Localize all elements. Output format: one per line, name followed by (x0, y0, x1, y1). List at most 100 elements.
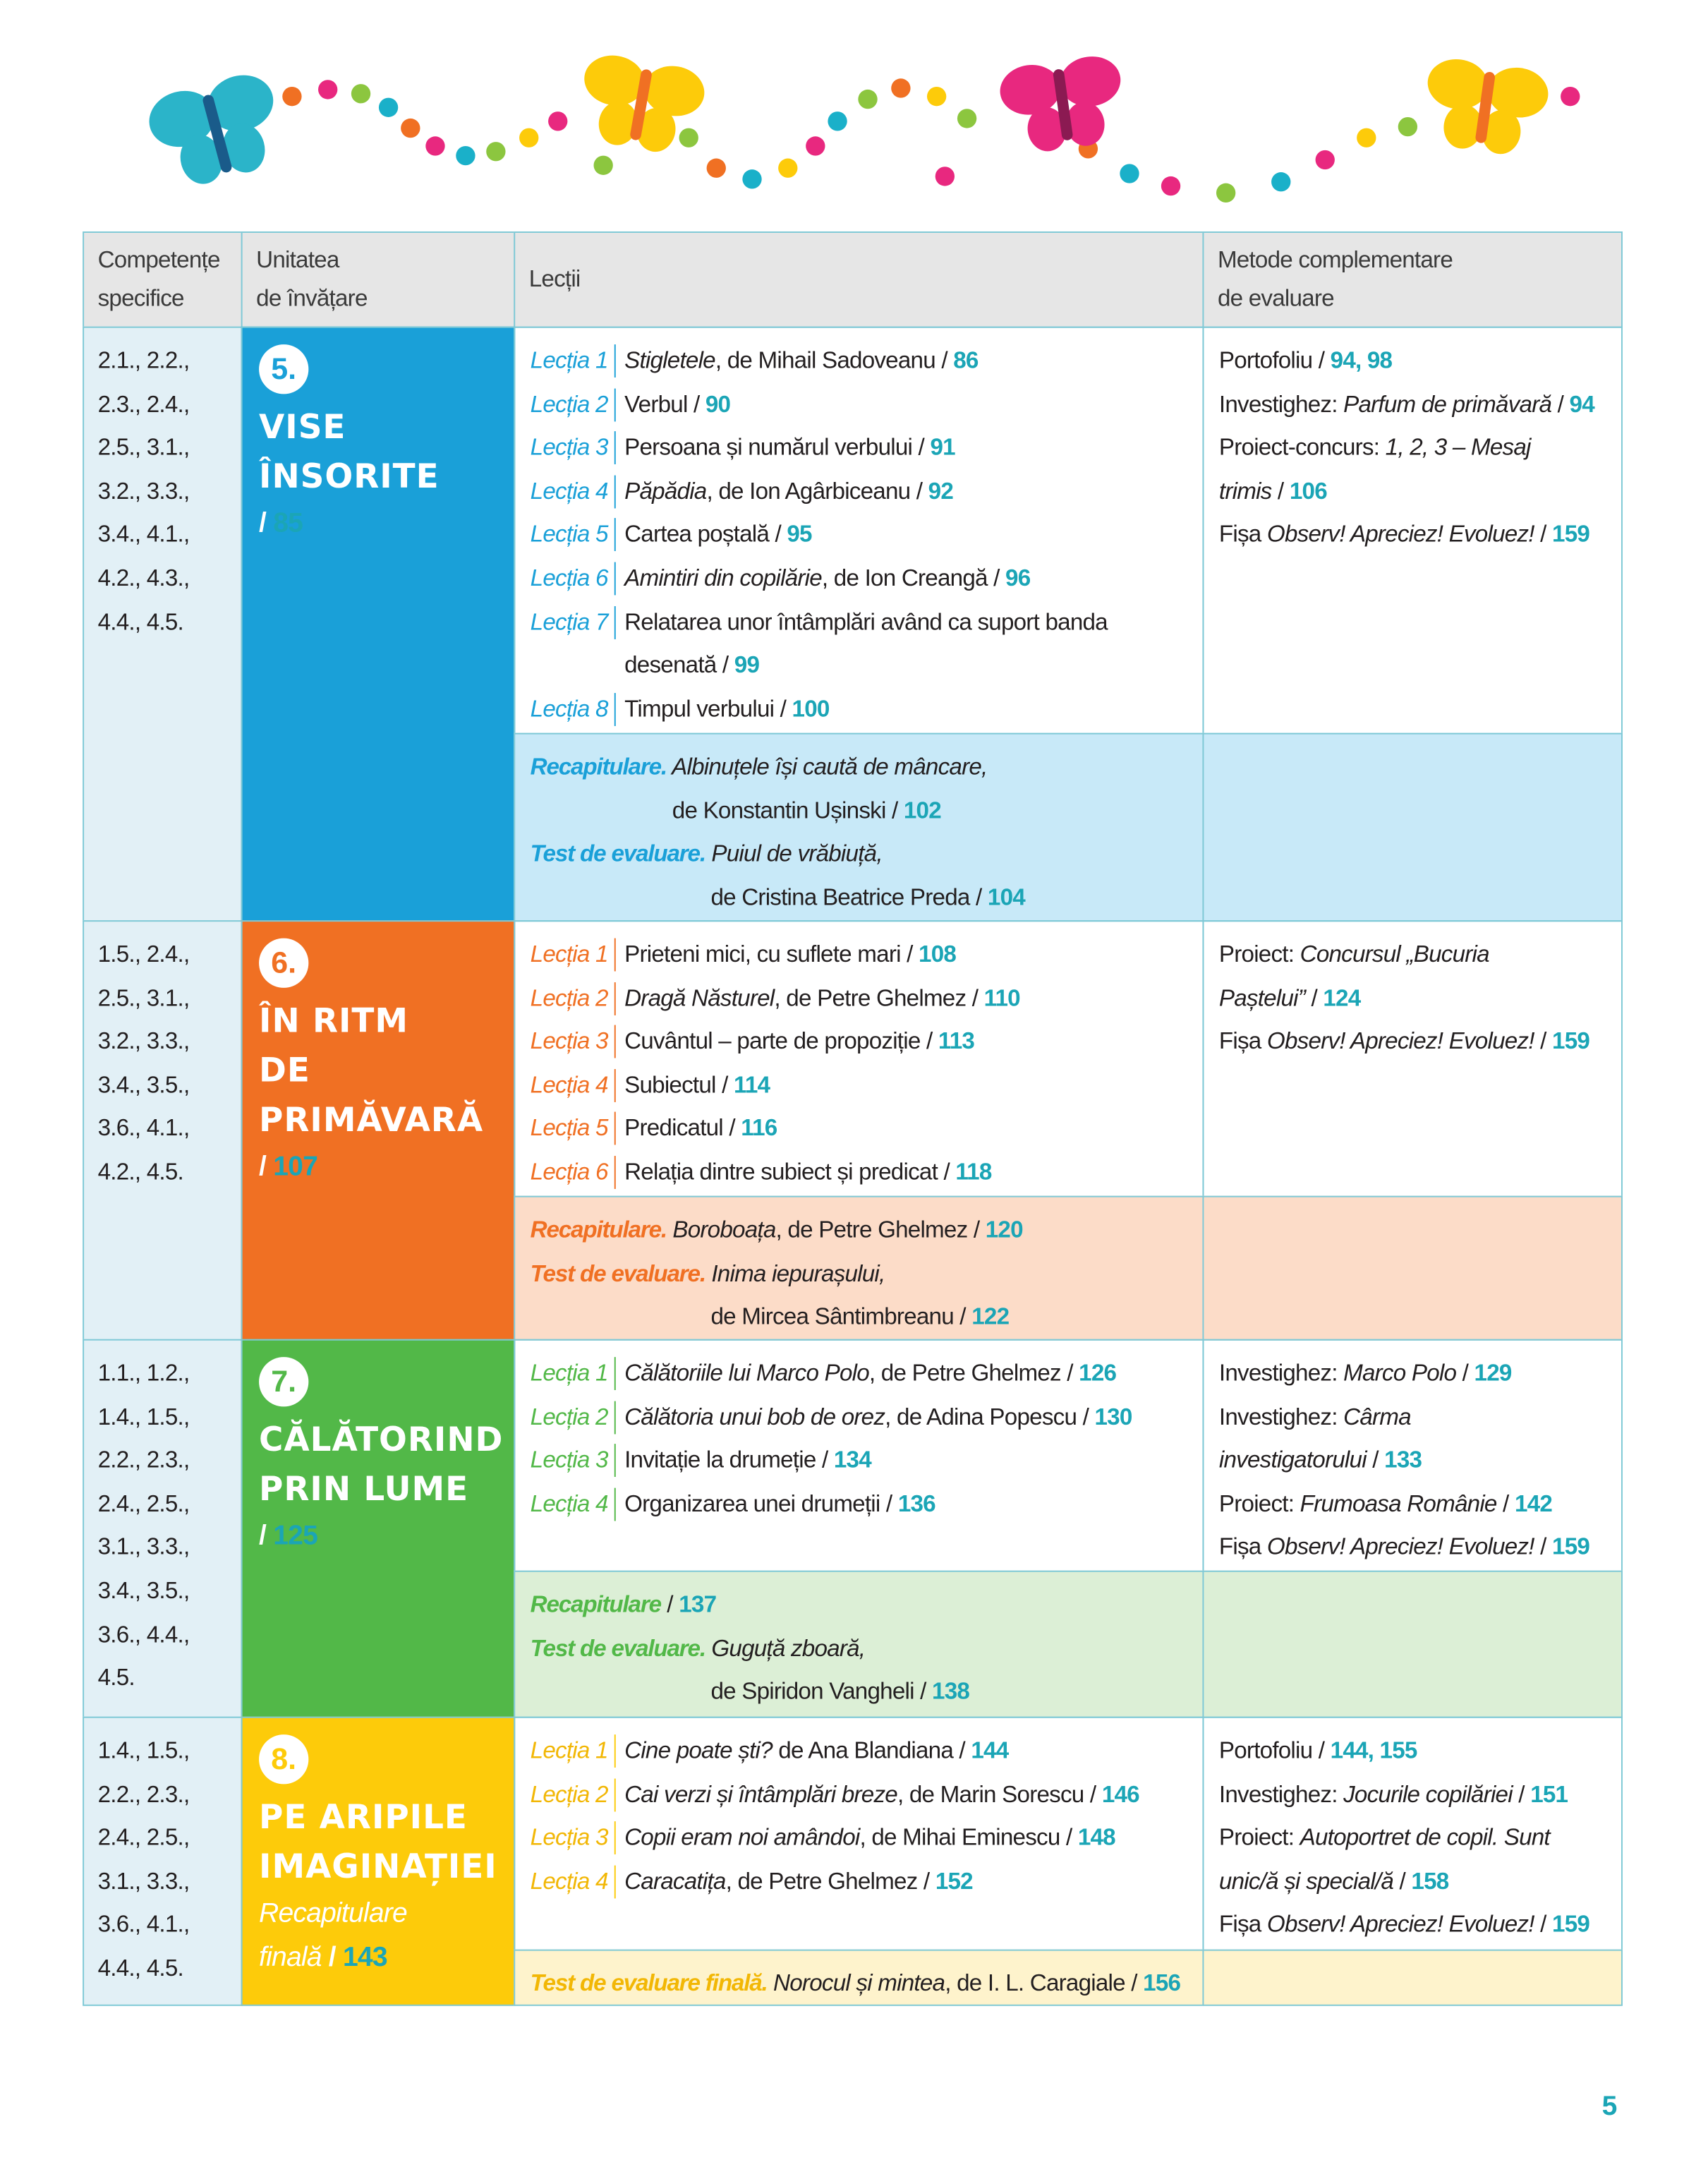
lesson-body: Relatarea unor întâmplări având ca supor… (624, 600, 1108, 687)
lesson: Lecția 4 Subiectul / 114 (531, 1063, 1187, 1107)
recap-line: de Konstantin Ușinski / 102 (531, 789, 1187, 833)
text-run-text: de Mircea Sântimbreanu / (710, 1303, 972, 1330)
text-run-page: 90 (705, 390, 731, 417)
lesson-line: Relatarea unor întâmplări având ca supor… (624, 600, 1108, 644)
text-run-page: 94 (1569, 390, 1595, 417)
method-line: Proiect: Frumoasa Românie / 142 (1219, 1482, 1606, 1526)
text-run-text: Verbul / (624, 390, 705, 417)
method-line: Proiect: Autoportret de copil. Sunt (1219, 1816, 1606, 1860)
text-run-italic: Boroboața (666, 1216, 776, 1243)
text-run-page: 99 (734, 651, 760, 678)
method-line: Investighez: Parfum de primăvară / 94 (1219, 382, 1606, 426)
text-run-italic: Puiul de vrăbiuță, (705, 840, 883, 867)
text-run-text: / (321, 1942, 343, 1973)
text-run-text: / (1456, 1360, 1474, 1387)
lesson-label: Lecția 3 (531, 1821, 617, 1855)
lesson-body: Călătoria unui bob de orez, de Adina Pop… (624, 1395, 1132, 1439)
recap-line: Test de evaluare. Inima iepurașului, (531, 1252, 1187, 1296)
unit-title: ÎNSORITE (259, 457, 440, 496)
unit-number: 5. (259, 344, 309, 394)
lessons-cell: Lecția 1 Prieteni mici, cu suflete mari /… (514, 920, 1204, 1197)
unit-ref: / 85 (259, 502, 497, 545)
lesson-body: Persoana și numărul verbului / 91 (624, 426, 955, 470)
text-run-page: 159 (1552, 1533, 1590, 1560)
method-line: Portofoliu / 144, 155 (1219, 1729, 1606, 1773)
text-run-text: de Konstantin Ușinski / (672, 797, 904, 823)
text-run-page: 107 (273, 1152, 318, 1183)
text-run-italic: Norocul și mintea (767, 1969, 945, 1997)
lesson-label: Lecția 4 (531, 1068, 617, 1102)
lesson-label: Lecția 3 (531, 1444, 617, 1478)
lesson-label: Lecția 6 (531, 562, 617, 596)
text-run-page: 159 (1552, 521, 1590, 548)
lesson-body: Cartea poștală / 95 (624, 513, 812, 557)
method-line: investigatorului / 133 (1219, 1439, 1606, 1483)
lesson-label: Lecția 1 (531, 938, 617, 972)
text-run-page: 133 (1384, 1447, 1422, 1473)
text-run-text: / (1366, 1447, 1385, 1473)
lesson-body: Prieteni mici, cu suflete mari / 108 (624, 933, 957, 977)
text-run-text: / (1496, 1490, 1515, 1517)
unit-ref-line: finală / 143 (259, 1936, 497, 1979)
method-line: Investighez: Marco Polo / 129 (1219, 1351, 1606, 1395)
text-run-text: , de I. L. Caragiale / (945, 1969, 1144, 1997)
unit-ref-line: / 107 (259, 1145, 497, 1188)
method-line: Proiect: Concursul „Bucuria (1219, 933, 1606, 977)
text-run-text: Proiect-concurs: (1218, 434, 1386, 461)
recap-cell: Recapitulare. Albinuțele își caută de mâ… (514, 732, 1204, 922)
text-run-italic: trimis (1218, 478, 1272, 505)
lesson: Lecția 3 Invitație la drumeție / 134 (531, 1439, 1187, 1483)
lesson-line: Verbul / 90 (624, 382, 731, 426)
text-run-text: / (259, 508, 274, 539)
text-run-text: Investighez: (1218, 1403, 1344, 1430)
header-text: Metode complementare (1217, 246, 1453, 273)
text-run-text: desenată / (624, 651, 734, 678)
lesson-line: Relația dintre subiect și predicat / 118 (624, 1150, 992, 1194)
text-run-italic: Observ! Apreciez! Evoluez! (1266, 1911, 1535, 1938)
lesson-line: desenată / 99 (624, 644, 1108, 687)
text-run-text: Portofoliu / (1218, 347, 1331, 374)
header-cell: Metode complementare de evaluare (1202, 231, 1623, 328)
lesson-body: Călătoriile lui Marco Polo, de Petre Ghe… (624, 1351, 1117, 1395)
text-run-italic: Observ! Apreciez! Evoluez! (1266, 521, 1535, 548)
text-run-text: / (259, 1152, 274, 1183)
competency-line: 4.2., 4.5. (97, 1158, 184, 1185)
lesson-body: Copii eram noi amândoi, de Mihai Eminesc… (624, 1816, 1116, 1860)
text-run-text: , de Adina Popescu / (885, 1403, 1095, 1430)
lesson: Lecția 7 Relatarea unor întâmplări având … (531, 600, 1187, 687)
text-run-page: 142 (1514, 1490, 1553, 1517)
lesson: Lecția 2 Cai verzi și întâmplări breze, d… (531, 1773, 1187, 1816)
competency-line: 2.5., 3.1., (97, 434, 190, 461)
text-run-text: Fișa (1218, 1911, 1267, 1938)
lesson-body: Cai verzi și întâmplări breze, de Marin … (624, 1773, 1140, 1816)
text-run-text: Portofoliu / (1218, 1737, 1331, 1764)
lesson-body: Organizarea unei drumeții / 136 (624, 1482, 936, 1526)
unit-ref: / 107 (259, 1145, 497, 1188)
methods-cell: Portofoliu / 94, 98 Investighez: Parfum d… (1202, 326, 1623, 735)
recap-cell: Test de evaluare finală. Norocul și mint… (514, 1949, 1204, 2006)
text-run-page: 110 (983, 984, 1021, 1011)
text-run-text: / (1534, 1533, 1553, 1560)
text-run-italic: Cai verzi și întâmplări breze (624, 1780, 898, 1807)
text-run-text: , de Mihail Sadoveanu / (715, 347, 954, 374)
lessons-cell: Lecția 1 Stigletele, de Mihail Sadoveanu … (514, 326, 1204, 735)
text-run-text: / (1534, 521, 1553, 548)
text-run-text: Fișa (1218, 1533, 1267, 1560)
lesson-body: Subiectul / 114 (624, 1063, 770, 1107)
lesson-body: Invitație la drumeție / 134 (624, 1439, 872, 1483)
text-run-text: de Ana Blandiana / (772, 1737, 971, 1764)
lesson-line: Cine poate ști? de Ana Blandiana / 144 (624, 1729, 1009, 1773)
lesson: Lecția 6 Amintiri din copilărie, de Ion C… (531, 557, 1187, 600)
text-run-page: 151 (1530, 1780, 1568, 1807)
lesson-line: Amintiri din copilărie, de Ion Creangă /… (624, 557, 1031, 600)
lesson-line: Călătoria unui bob de orez, de Adina Pop… (624, 1395, 1132, 1439)
lesson-line: Călătoriile lui Marco Polo, de Petre Ghe… (624, 1351, 1117, 1395)
text-run-italic: Parfum de primăvară (1343, 390, 1552, 417)
text-run-page: 148 (1077, 1824, 1116, 1851)
text-run-text: Investighez: (1218, 390, 1344, 417)
text-run-head: Test de evaluare. (530, 1634, 706, 1661)
lesson-body: Amintiri din copilărie, de Ion Creangă /… (624, 557, 1031, 600)
text-run-page: 118 (955, 1158, 992, 1185)
text-run-page: 91 (930, 434, 955, 461)
